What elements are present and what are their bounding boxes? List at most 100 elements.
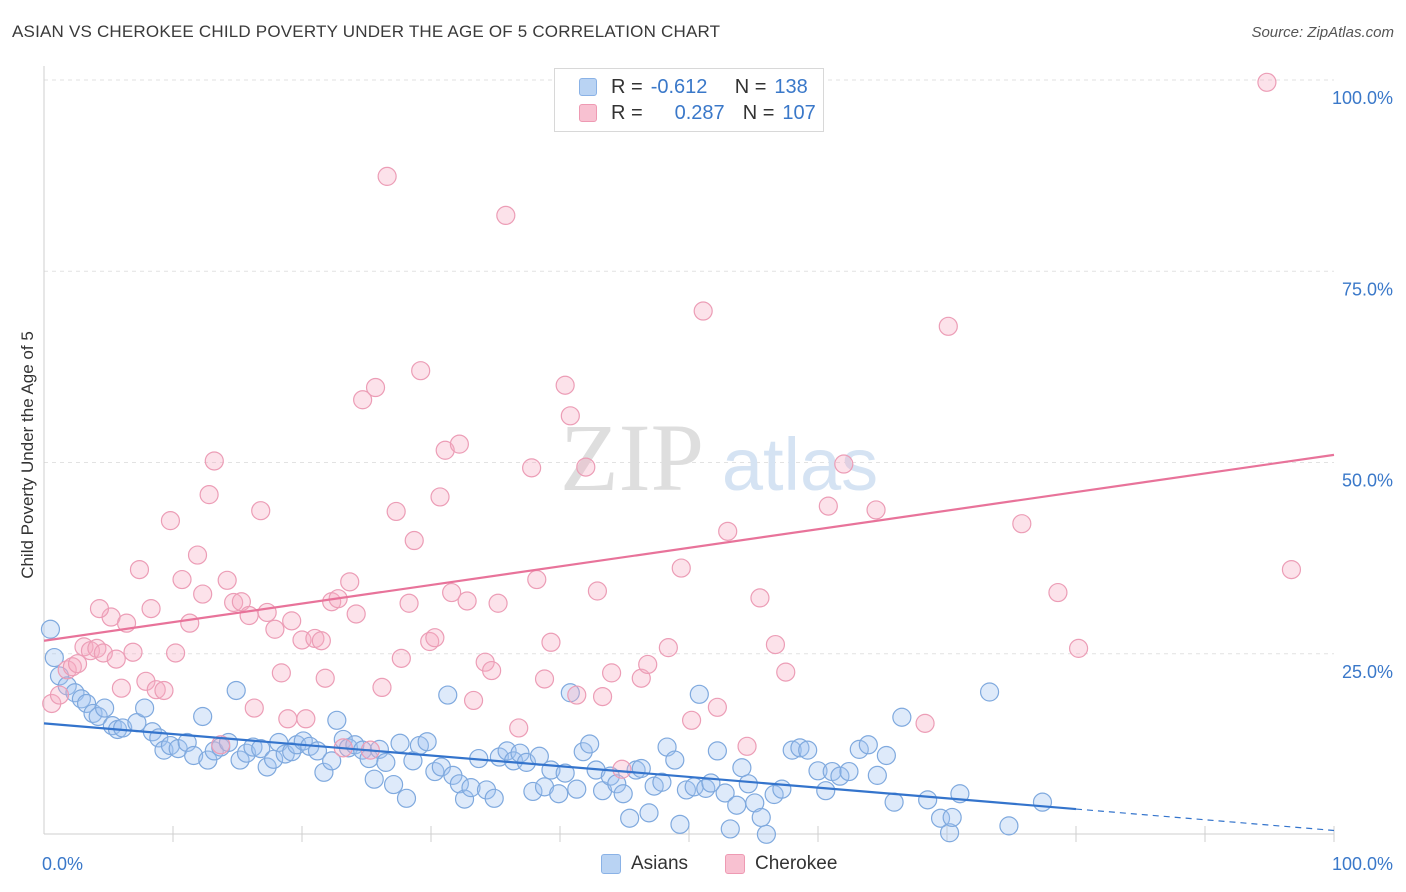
cherokee-point	[180, 613, 200, 633]
bottom-legend-asians: Asians	[601, 852, 688, 876]
legend-r-value-asians: -0.612	[650, 75, 708, 98]
asians-point	[665, 750, 685, 770]
cherokee-point	[522, 458, 542, 478]
asians-point	[689, 684, 709, 704]
asians-point	[364, 769, 384, 789]
asians-point	[620, 808, 640, 828]
legend-r-label: R =	[611, 101, 643, 124]
grid-lines	[44, 79, 1334, 655]
cherokee-point	[391, 648, 411, 668]
asians-point	[113, 718, 133, 738]
cherokee-point	[187, 545, 208, 565]
cherokee-point	[1257, 72, 1277, 92]
cherokee-point	[346, 604, 366, 624]
cherokee-point	[315, 668, 335, 688]
cherokee-point	[658, 638, 678, 658]
cherokee-point	[353, 390, 373, 410]
asians-point	[184, 745, 204, 766]
y-tick-label: 75.0%	[1342, 279, 1393, 299]
asians-point	[808, 761, 828, 781]
cherokee-point	[244, 698, 264, 718]
bottom-legend-label-cherokee: Cherokee	[755, 853, 838, 874]
chart-title: ASIAN VS CHEROKEE CHILD POVERTY UNDER TH…	[12, 22, 721, 41]
cherokee-point	[430, 487, 450, 507]
asians-point	[751, 807, 771, 828]
x-tick-label-min: 0.0%	[42, 854, 83, 874]
cherokee-point	[172, 569, 192, 590]
cherokee-point	[681, 710, 702, 730]
asians-points	[40, 619, 1053, 844]
cherokee-point	[587, 581, 608, 601]
cherokee-point	[165, 643, 186, 663]
asians-point	[160, 735, 181, 756]
cherokee-points	[42, 72, 1302, 779]
x-ticks	[172, 826, 1335, 842]
cherokee-point	[386, 501, 406, 522]
watermark: ZIP atlas	[560, 404, 878, 511]
cherokee-point	[404, 530, 424, 551]
asians-point	[49, 666, 70, 686]
legend-row-cherokee: R = 0.287 N = 107	[579, 101, 816, 125]
asians-point	[314, 762, 334, 782]
cherokee-point	[718, 521, 738, 541]
asians-point	[756, 824, 777, 844]
trend-lines	[43, 453, 1335, 832]
asians-point	[40, 619, 61, 639]
asians-point	[76, 693, 97, 714]
cherokee-point	[67, 654, 88, 674]
asians-point	[639, 803, 659, 823]
cherokee-point	[693, 301, 713, 321]
cherokee-point	[527, 569, 547, 590]
cherokee-point	[449, 434, 469, 454]
asians-point	[83, 703, 103, 724]
asians-point	[438, 685, 458, 705]
cherokee-point	[866, 500, 886, 520]
cherokee-point	[224, 592, 244, 613]
asians-point	[732, 758, 752, 778]
cherokee-point	[217, 570, 237, 590]
legend-swatch-asians	[579, 78, 597, 96]
cherokee-point	[776, 662, 796, 682]
y-tick-label: 25.0%	[1342, 662, 1393, 682]
asians-point	[830, 766, 850, 786]
y-tick-labels: 25.0% 50.0% 75.0% 100.0%	[1332, 88, 1393, 682]
asians-point	[892, 707, 912, 727]
asians-point	[243, 737, 263, 757]
cherokee-point	[62, 657, 82, 677]
cherokee-trend-line	[43, 453, 1335, 642]
legend-r-value-cherokee: 0.287	[674, 101, 725, 124]
bottom-legend-cherokee: Cherokee	[725, 852, 837, 876]
asians-point	[226, 680, 246, 701]
asians-point	[1032, 792, 1053, 812]
asians-point	[727, 795, 747, 815]
asians-point	[484, 788, 504, 808]
asians-point	[715, 783, 735, 803]
cherokee-point	[592, 686, 613, 707]
asians-point	[816, 781, 836, 801]
cherokee-point	[49, 685, 70, 705]
cherokee-point	[129, 559, 150, 580]
cherokee-point	[278, 709, 298, 729]
asians-point	[942, 807, 962, 828]
asians-point	[567, 779, 587, 799]
asians-point	[549, 784, 569, 804]
asians-point	[523, 781, 543, 802]
cherokee-point	[915, 713, 935, 733]
cherokee-point	[818, 496, 838, 516]
cherokee-point	[601, 663, 622, 683]
y-axis-label: Child Poverty Under the Age of 5	[18, 331, 37, 579]
asians-trend-line	[43, 722, 1077, 811]
cherokee-point	[707, 697, 727, 717]
cherokee-point	[1012, 514, 1032, 534]
cherokee-point	[193, 584, 213, 604]
asians-point	[720, 819, 740, 839]
cherokee-point	[834, 454, 854, 474]
asians-point	[454, 789, 475, 809]
asians-point	[396, 788, 417, 808]
cherokee-point	[567, 685, 587, 705]
asians-point	[417, 732, 437, 752]
asians-point	[449, 774, 469, 794]
cherokee-point	[89, 599, 110, 619]
asians-point	[631, 758, 651, 779]
asians-point	[707, 741, 727, 761]
